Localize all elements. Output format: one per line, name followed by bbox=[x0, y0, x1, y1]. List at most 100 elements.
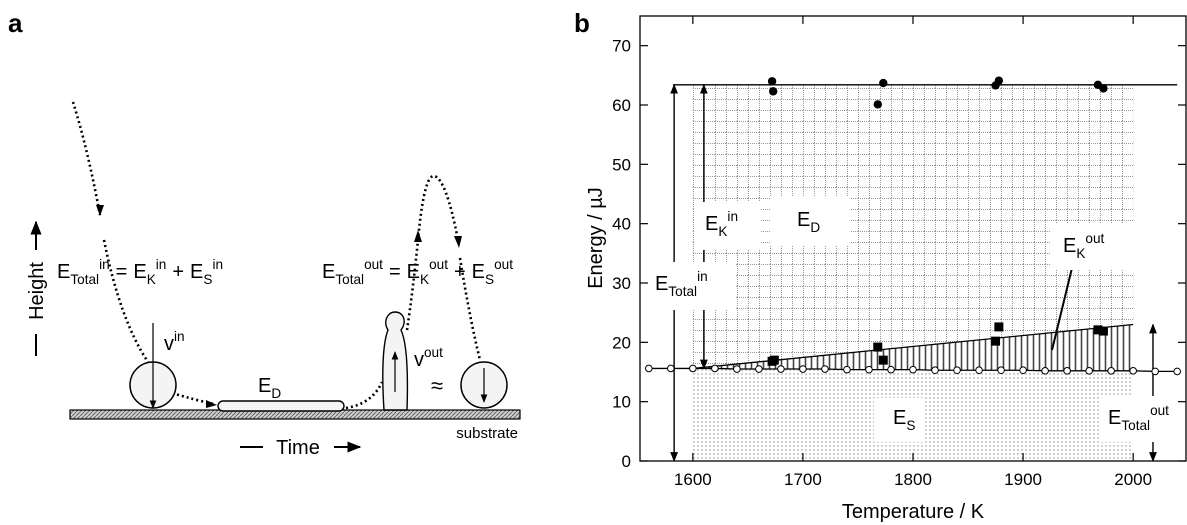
text-part: = bbox=[389, 261, 401, 283]
data-point bbox=[887, 365, 895, 374]
trajectory bbox=[345, 381, 384, 410]
data-point bbox=[879, 78, 888, 88]
data-point bbox=[1099, 84, 1108, 93]
text-part: Total bbox=[1121, 418, 1150, 433]
text-part: + bbox=[172, 261, 184, 283]
data-point bbox=[1107, 367, 1115, 375]
x-tick-label: 2000 bbox=[1114, 470, 1152, 489]
velocity-in-label: vin bbox=[164, 329, 185, 355]
text-part: out bbox=[494, 257, 513, 272]
data-point bbox=[991, 336, 1001, 346]
text-part: E bbox=[893, 407, 906, 429]
splat bbox=[217, 400, 345, 412]
data-point bbox=[689, 364, 697, 373]
data-point bbox=[777, 365, 785, 373]
text-part: v bbox=[414, 349, 424, 371]
text-part: S bbox=[906, 418, 915, 433]
annotation: ED bbox=[797, 209, 820, 235]
data-point bbox=[1093, 325, 1103, 335]
data-point bbox=[1098, 326, 1108, 336]
trajectory-arrow bbox=[454, 236, 462, 248]
data-point bbox=[799, 365, 807, 373]
data-point bbox=[843, 365, 851, 374]
text-part: K bbox=[147, 272, 156, 287]
label-box bbox=[874, 398, 924, 442]
text-part: out bbox=[429, 257, 448, 272]
x-axis-label: Temperature / K bbox=[842, 501, 985, 523]
annotation: EKout bbox=[1063, 231, 1105, 261]
text-part: E bbox=[797, 209, 810, 231]
data-point bbox=[994, 322, 1004, 332]
trajectory-arrow bbox=[206, 400, 217, 408]
text-part: E bbox=[133, 261, 146, 283]
text-part: D bbox=[810, 220, 820, 235]
data-point bbox=[1151, 367, 1159, 376]
text-part: E bbox=[57, 261, 70, 283]
text-part: E bbox=[472, 261, 485, 283]
annotation: EKin bbox=[705, 209, 738, 239]
data-point bbox=[1063, 367, 1071, 375]
y-tick-label: 20 bbox=[612, 333, 631, 352]
text-part: K bbox=[1076, 246, 1085, 261]
label-box bbox=[1100, 396, 1186, 442]
panel-label: a bbox=[8, 8, 23, 38]
time-label: Time bbox=[276, 437, 320, 459]
x-tick-label: 1800 bbox=[894, 470, 932, 489]
y-tick-label: 50 bbox=[612, 155, 631, 174]
text-part: in bbox=[727, 209, 738, 224]
equation-in: ETotalin = EKin + ESin bbox=[57, 257, 223, 287]
text-part: S bbox=[485, 272, 494, 287]
data-point bbox=[1129, 367, 1137, 375]
data-point bbox=[931, 366, 939, 375]
data-point bbox=[645, 364, 653, 373]
label-box bbox=[646, 262, 736, 310]
data-point bbox=[953, 366, 961, 375]
data-point bbox=[821, 365, 829, 373]
text-part: + bbox=[454, 261, 466, 283]
data-point bbox=[767, 77, 777, 86]
trajectory-arrow bbox=[414, 230, 422, 242]
text-part: D bbox=[271, 386, 281, 401]
plot-area bbox=[646, 83, 1186, 461]
label-box bbox=[695, 202, 760, 250]
data-point bbox=[865, 365, 873, 374]
text-part: E bbox=[1063, 235, 1076, 257]
x-tick-label: 1600 bbox=[674, 470, 712, 489]
data-point bbox=[1173, 367, 1181, 376]
label-box bbox=[1050, 224, 1135, 270]
text-part: in bbox=[99, 257, 110, 272]
y-tick-label: 60 bbox=[612, 96, 631, 115]
annotation: ETotalin bbox=[655, 269, 708, 299]
text-part: in bbox=[697, 269, 708, 284]
data-point bbox=[769, 355, 779, 365]
text-part: v bbox=[164, 333, 174, 355]
data-point bbox=[755, 365, 763, 373]
text-part: Total bbox=[70, 272, 99, 287]
data-point bbox=[878, 355, 888, 365]
text-part: out bbox=[1085, 231, 1104, 246]
text-part: out bbox=[1150, 403, 1169, 418]
y-axis-label: Energy / µJ bbox=[585, 187, 607, 289]
trajectory bbox=[405, 174, 460, 331]
data-point bbox=[1085, 367, 1093, 375]
text-part: E bbox=[705, 213, 718, 235]
x-tick-label: 1700 bbox=[784, 470, 822, 489]
text-part: K bbox=[420, 272, 429, 287]
text-part: in bbox=[156, 257, 167, 272]
velocity-out-label: vout bbox=[414, 345, 443, 371]
equation-out: ETotalout = EKout + ESout bbox=[322, 257, 513, 287]
text-part: E bbox=[407, 261, 420, 283]
y-tick-label: 70 bbox=[612, 37, 631, 56]
text-part: in bbox=[212, 257, 223, 272]
data-point bbox=[909, 365, 917, 374]
text-part: S bbox=[203, 272, 212, 287]
x-tick-label: 1900 bbox=[1004, 470, 1042, 489]
text-part: Total bbox=[668, 284, 697, 299]
text-part: out bbox=[364, 257, 383, 272]
data-point bbox=[733, 365, 741, 373]
data-point bbox=[997, 366, 1005, 375]
height-label: Height bbox=[26, 262, 48, 320]
approx-sign: ≈ bbox=[431, 373, 443, 398]
text-part: out bbox=[424, 345, 443, 360]
